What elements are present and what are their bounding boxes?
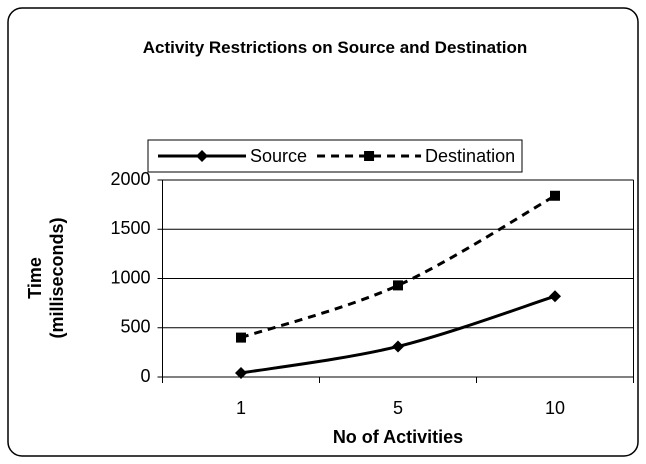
y-tick-label: 500 — [120, 317, 150, 337]
x-axis-label: No of Activities — [333, 427, 463, 447]
x-tick-label: 5 — [393, 398, 403, 418]
x-tick-label: 10 — [545, 398, 565, 418]
chart-frame — [7, 7, 639, 457]
marker — [393, 280, 403, 291]
y-tick-label: 1500 — [110, 218, 150, 238]
marker — [235, 367, 247, 380]
y-tick-label: 1000 — [110, 267, 150, 287]
legend-label: Destination — [425, 146, 515, 166]
marker — [550, 190, 560, 201]
chart-title: Activity Restrictions on Source and Dest… — [142, 38, 528, 57]
legend-marker — [364, 151, 375, 161]
y-axis-label: Time (milliseconds) — [25, 217, 67, 339]
marker — [236, 332, 246, 343]
x-tick-label: 1 — [236, 398, 246, 418]
y-tick-label: 2000 — [110, 169, 150, 189]
legend-label: Source — [250, 146, 307, 166]
y-tick-label: 0 — [140, 366, 150, 386]
marker — [549, 290, 561, 303]
legend-marker — [196, 150, 208, 162]
marker — [392, 340, 404, 353]
